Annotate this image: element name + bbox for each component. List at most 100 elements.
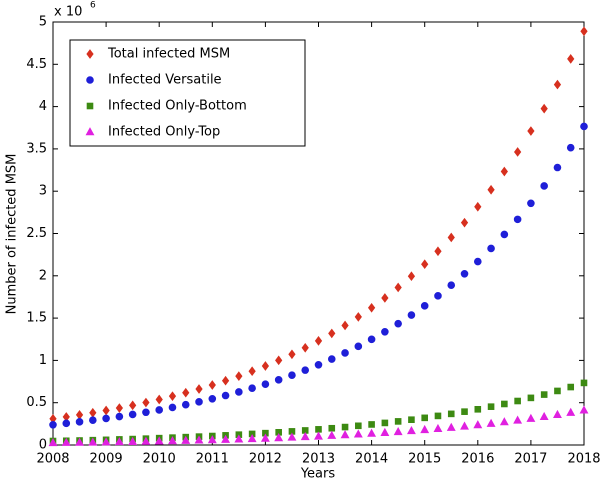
x-tick-label: 2016 — [461, 452, 494, 467]
x-tick-label: 2008 — [36, 452, 69, 467]
data-point — [540, 182, 548, 190]
data-point — [341, 423, 349, 431]
data-point — [195, 384, 203, 394]
data-point — [514, 147, 522, 157]
y-multiplier: x 10 — [54, 5, 82, 20]
legend-label: Total infected MSM — [107, 47, 230, 62]
data-point — [460, 421, 469, 430]
y-tick-label: 2 — [39, 268, 47, 283]
data-point — [381, 293, 389, 303]
data-point — [327, 355, 336, 363]
data-point — [142, 397, 150, 408]
data-point — [260, 433, 270, 442]
data-point — [499, 417, 509, 426]
data-point — [554, 387, 561, 395]
data-point — [447, 410, 455, 418]
data-point — [89, 407, 97, 418]
data-point — [380, 427, 390, 436]
data-point — [248, 366, 256, 377]
data-point — [394, 282, 402, 293]
data-point — [355, 422, 362, 430]
data-point — [194, 435, 204, 444]
data-point — [102, 405, 110, 416]
x-axis-label: Years — [300, 467, 336, 482]
data-point — [248, 384, 256, 393]
data-point — [328, 328, 336, 339]
data-point — [473, 420, 483, 429]
x-tick-label: 2012 — [249, 452, 282, 467]
data-point — [247, 433, 257, 443]
data-point — [501, 400, 508, 408]
data-point — [340, 430, 350, 439]
data-point — [474, 257, 482, 266]
data-point — [195, 398, 203, 406]
y-tick-label: 3.5 — [26, 141, 47, 156]
data-point — [155, 394, 163, 405]
data-point — [394, 319, 402, 328]
data-point — [315, 426, 322, 433]
data-point — [221, 434, 231, 443]
data-point — [500, 230, 509, 239]
data-point — [474, 201, 482, 212]
data-point — [513, 415, 523, 424]
data-point — [553, 163, 562, 172]
data-point — [275, 355, 283, 366]
data-point — [155, 406, 163, 414]
data-point — [367, 428, 377, 437]
data-point — [381, 419, 389, 427]
data-point — [128, 410, 137, 419]
data-point — [207, 435, 217, 444]
data-point — [527, 199, 535, 208]
data-point — [407, 311, 416, 319]
data-point — [553, 409, 562, 419]
data-point — [142, 408, 150, 417]
data-point — [101, 437, 111, 446]
data-point — [328, 424, 336, 432]
data-point — [487, 184, 495, 195]
data-point — [447, 281, 456, 289]
data-point — [182, 387, 190, 398]
data-point — [75, 437, 84, 446]
data-point — [49, 420, 57, 429]
data-point — [115, 403, 123, 413]
y-tick-label: 1.5 — [26, 311, 47, 326]
data-point — [234, 434, 244, 443]
y-tick-label: 2.5 — [26, 226, 47, 241]
data-point — [381, 328, 389, 336]
data-point — [287, 432, 297, 441]
y-tick-label: 5 — [39, 15, 47, 30]
legend-label: Infected Only-Top — [108, 125, 220, 140]
data-point — [527, 126, 535, 136]
y-tick-label: 4.5 — [26, 57, 47, 72]
data-point — [75, 410, 84, 420]
data-point — [314, 336, 323, 346]
data-point — [181, 435, 191, 444]
x-tick-label: 2015 — [408, 452, 441, 467]
data-point — [487, 403, 495, 410]
data-point — [368, 421, 375, 428]
data-point — [540, 391, 548, 398]
data-point — [114, 437, 124, 446]
data-point — [367, 335, 376, 344]
data-point — [48, 437, 58, 447]
data-point — [566, 407, 576, 416]
data-point — [486, 418, 496, 427]
data-point — [353, 429, 363, 438]
data-point — [553, 79, 562, 90]
data-point — [208, 380, 216, 390]
data-point — [421, 259, 429, 270]
y-tick-label: 0.5 — [26, 395, 47, 410]
data-point — [141, 436, 151, 445]
data-point — [539, 411, 549, 421]
data-point — [567, 383, 575, 391]
data-point — [421, 414, 428, 422]
data-point — [301, 366, 310, 374]
data-point — [461, 408, 468, 415]
legend-label: Infected Only-Bottom — [108, 99, 247, 114]
data-point — [261, 380, 270, 388]
data-point — [235, 371, 243, 381]
legend-marker — [86, 76, 94, 84]
data-point — [341, 320, 349, 331]
data-point — [129, 400, 137, 411]
